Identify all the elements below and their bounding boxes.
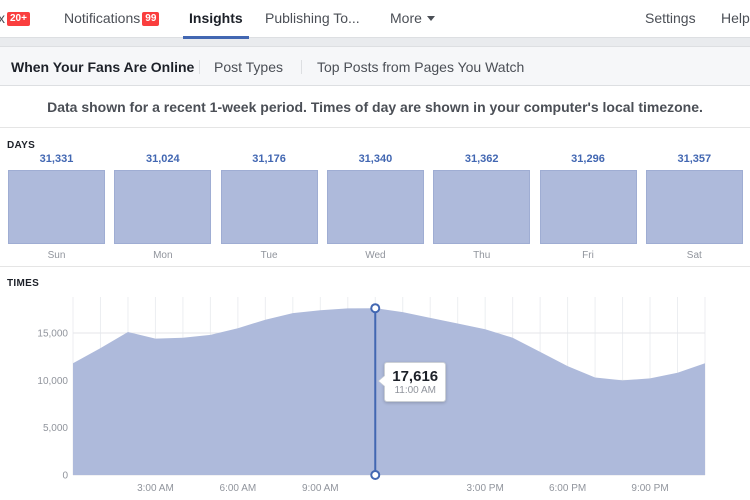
nav-inbox[interactable]: x 20+ — [0, 0, 30, 38]
section-divider — [0, 266, 750, 267]
day-value-label: 31,024 — [145, 153, 180, 165]
tooltip-time: 11:00 AM — [394, 385, 436, 396]
tab-post-types[interactable]: Post Types — [214, 59, 284, 75]
day-column-fri[interactable]: 31,296 Fri — [539, 86, 637, 266]
nav-inbox-label: x — [0, 10, 5, 26]
nav-insights-label: Insights — [189, 10, 243, 26]
x-tick-label: 3:00 AM — [137, 483, 174, 494]
day-value-label: 31,362 — [464, 153, 499, 165]
day-column-sat[interactable]: 31,357 Sat — [645, 86, 743, 266]
day-name-label: Tue — [260, 250, 278, 261]
x-tick-label: 9:00 AM — [302, 483, 339, 494]
notifications-badge: 99 — [142, 12, 160, 26]
day-bar — [114, 170, 212, 244]
times-chart: 0 5,000 10,000 15,000 3:00 AM 6:00 AM 9:00 AM 3… — [37, 297, 706, 494]
day-name-label: Sun — [47, 250, 66, 261]
x-tick-label: 6:00 PM — [549, 483, 586, 494]
day-bar — [8, 170, 105, 244]
insights-panel: Data shown for a recent 1-week period. T… — [0, 86, 750, 500]
tab-divider — [199, 60, 200, 74]
nav-publishing-tools[interactable]: Publishing To... — [265, 0, 360, 38]
day-bar — [539, 170, 637, 244]
day-column-sun[interactable]: 31,331 Sun — [8, 86, 105, 266]
y-tick-label: 0 — [62, 471, 68, 482]
x-tick-label: 9:00 PM — [631, 483, 668, 494]
day-bar — [220, 170, 318, 244]
hover-point-bottom — [370, 470, 381, 480]
nav-publishing-label: Publishing To... — [265, 10, 360, 26]
tab-top-posts[interactable]: Top Posts from Pages You Watch — [317, 59, 525, 75]
inbox-badge: 20+ — [7, 12, 30, 26]
days-section-label: DAYS — [7, 140, 36, 151]
top-nav: x 20+ Notifications 99 Insights Publishing… — [0, 0, 750, 39]
day-value-label: 31,331 — [39, 153, 74, 165]
x-tick-label: 3:00 PM — [467, 483, 504, 494]
nav-settings[interactable]: Settings — [645, 0, 696, 38]
insights-subtabs: When Your Fans Are Online Post Types Top… — [0, 46, 750, 86]
day-bar — [433, 170, 531, 244]
day-bar — [326, 170, 424, 244]
nav-notifications-label: Notifications — [64, 10, 141, 26]
day-column-wed[interactable]: 31,340 Wed — [326, 86, 424, 266]
nav-help-label: Help — [721, 10, 750, 26]
hover-point-top — [370, 303, 381, 314]
chevron-down-icon — [426, 16, 435, 21]
y-tick-label: 5,000 — [43, 423, 68, 434]
tab-when-fans-online[interactable]: When Your Fans Are Online — [11, 59, 195, 75]
day-value-label: 31,340 — [358, 153, 393, 165]
nav-insights[interactable]: Insights — [183, 0, 249, 39]
day-bar — [645, 170, 743, 244]
day-column-thu[interactable]: 31,362 Thu — [433, 86, 531, 266]
day-name-label: Wed — [365, 250, 386, 261]
y-tick-label: 10,000 — [37, 376, 68, 387]
nav-notifications[interactable]: Notifications 99 — [64, 0, 160, 38]
day-column-tue[interactable]: 31,176 Tue — [220, 86, 318, 266]
day-name-label: Mon — [153, 250, 173, 261]
nav-settings-label: Settings — [645, 10, 696, 26]
day-value-label: 31,357 — [677, 153, 712, 165]
day-name-label: Sat — [686, 250, 702, 261]
day-value-label: 31,296 — [571, 153, 605, 165]
times-section-label: TIMES — [7, 278, 40, 289]
tooltip-value: 17,616 — [392, 368, 439, 385]
x-tick-label: 6:00 AM — [220, 483, 257, 494]
y-tick-label: 15,000 — [37, 328, 68, 339]
nav-more[interactable]: More — [390, 0, 435, 38]
hover-tooltip: 17,616 11:00 AM — [378, 362, 447, 402]
tab-divider — [301, 60, 302, 74]
day-name-label: Thu — [473, 250, 491, 261]
timezone-notice: Data shown for a recent 1-week period. T… — [0, 86, 750, 128]
nav-more-label: More — [390, 10, 422, 26]
day-name-label: Fri — [582, 250, 594, 261]
day-value-label: 31,176 — [252, 153, 286, 165]
nav-help[interactable]: Help — [721, 0, 750, 38]
day-column-mon[interactable]: 31,024 Mon — [114, 86, 212, 266]
